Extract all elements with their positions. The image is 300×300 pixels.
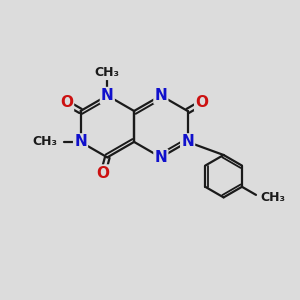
Text: N: N: [181, 134, 194, 149]
Text: N: N: [154, 150, 167, 165]
Text: O: O: [97, 166, 110, 181]
Text: N: N: [154, 88, 167, 103]
Text: O: O: [195, 95, 208, 110]
Text: CH₃: CH₃: [33, 135, 58, 148]
Text: N: N: [101, 88, 114, 103]
Text: CH₃: CH₃: [95, 66, 120, 79]
Text: N: N: [74, 134, 87, 149]
Text: O: O: [60, 95, 73, 110]
Text: CH₃: CH₃: [260, 191, 285, 204]
